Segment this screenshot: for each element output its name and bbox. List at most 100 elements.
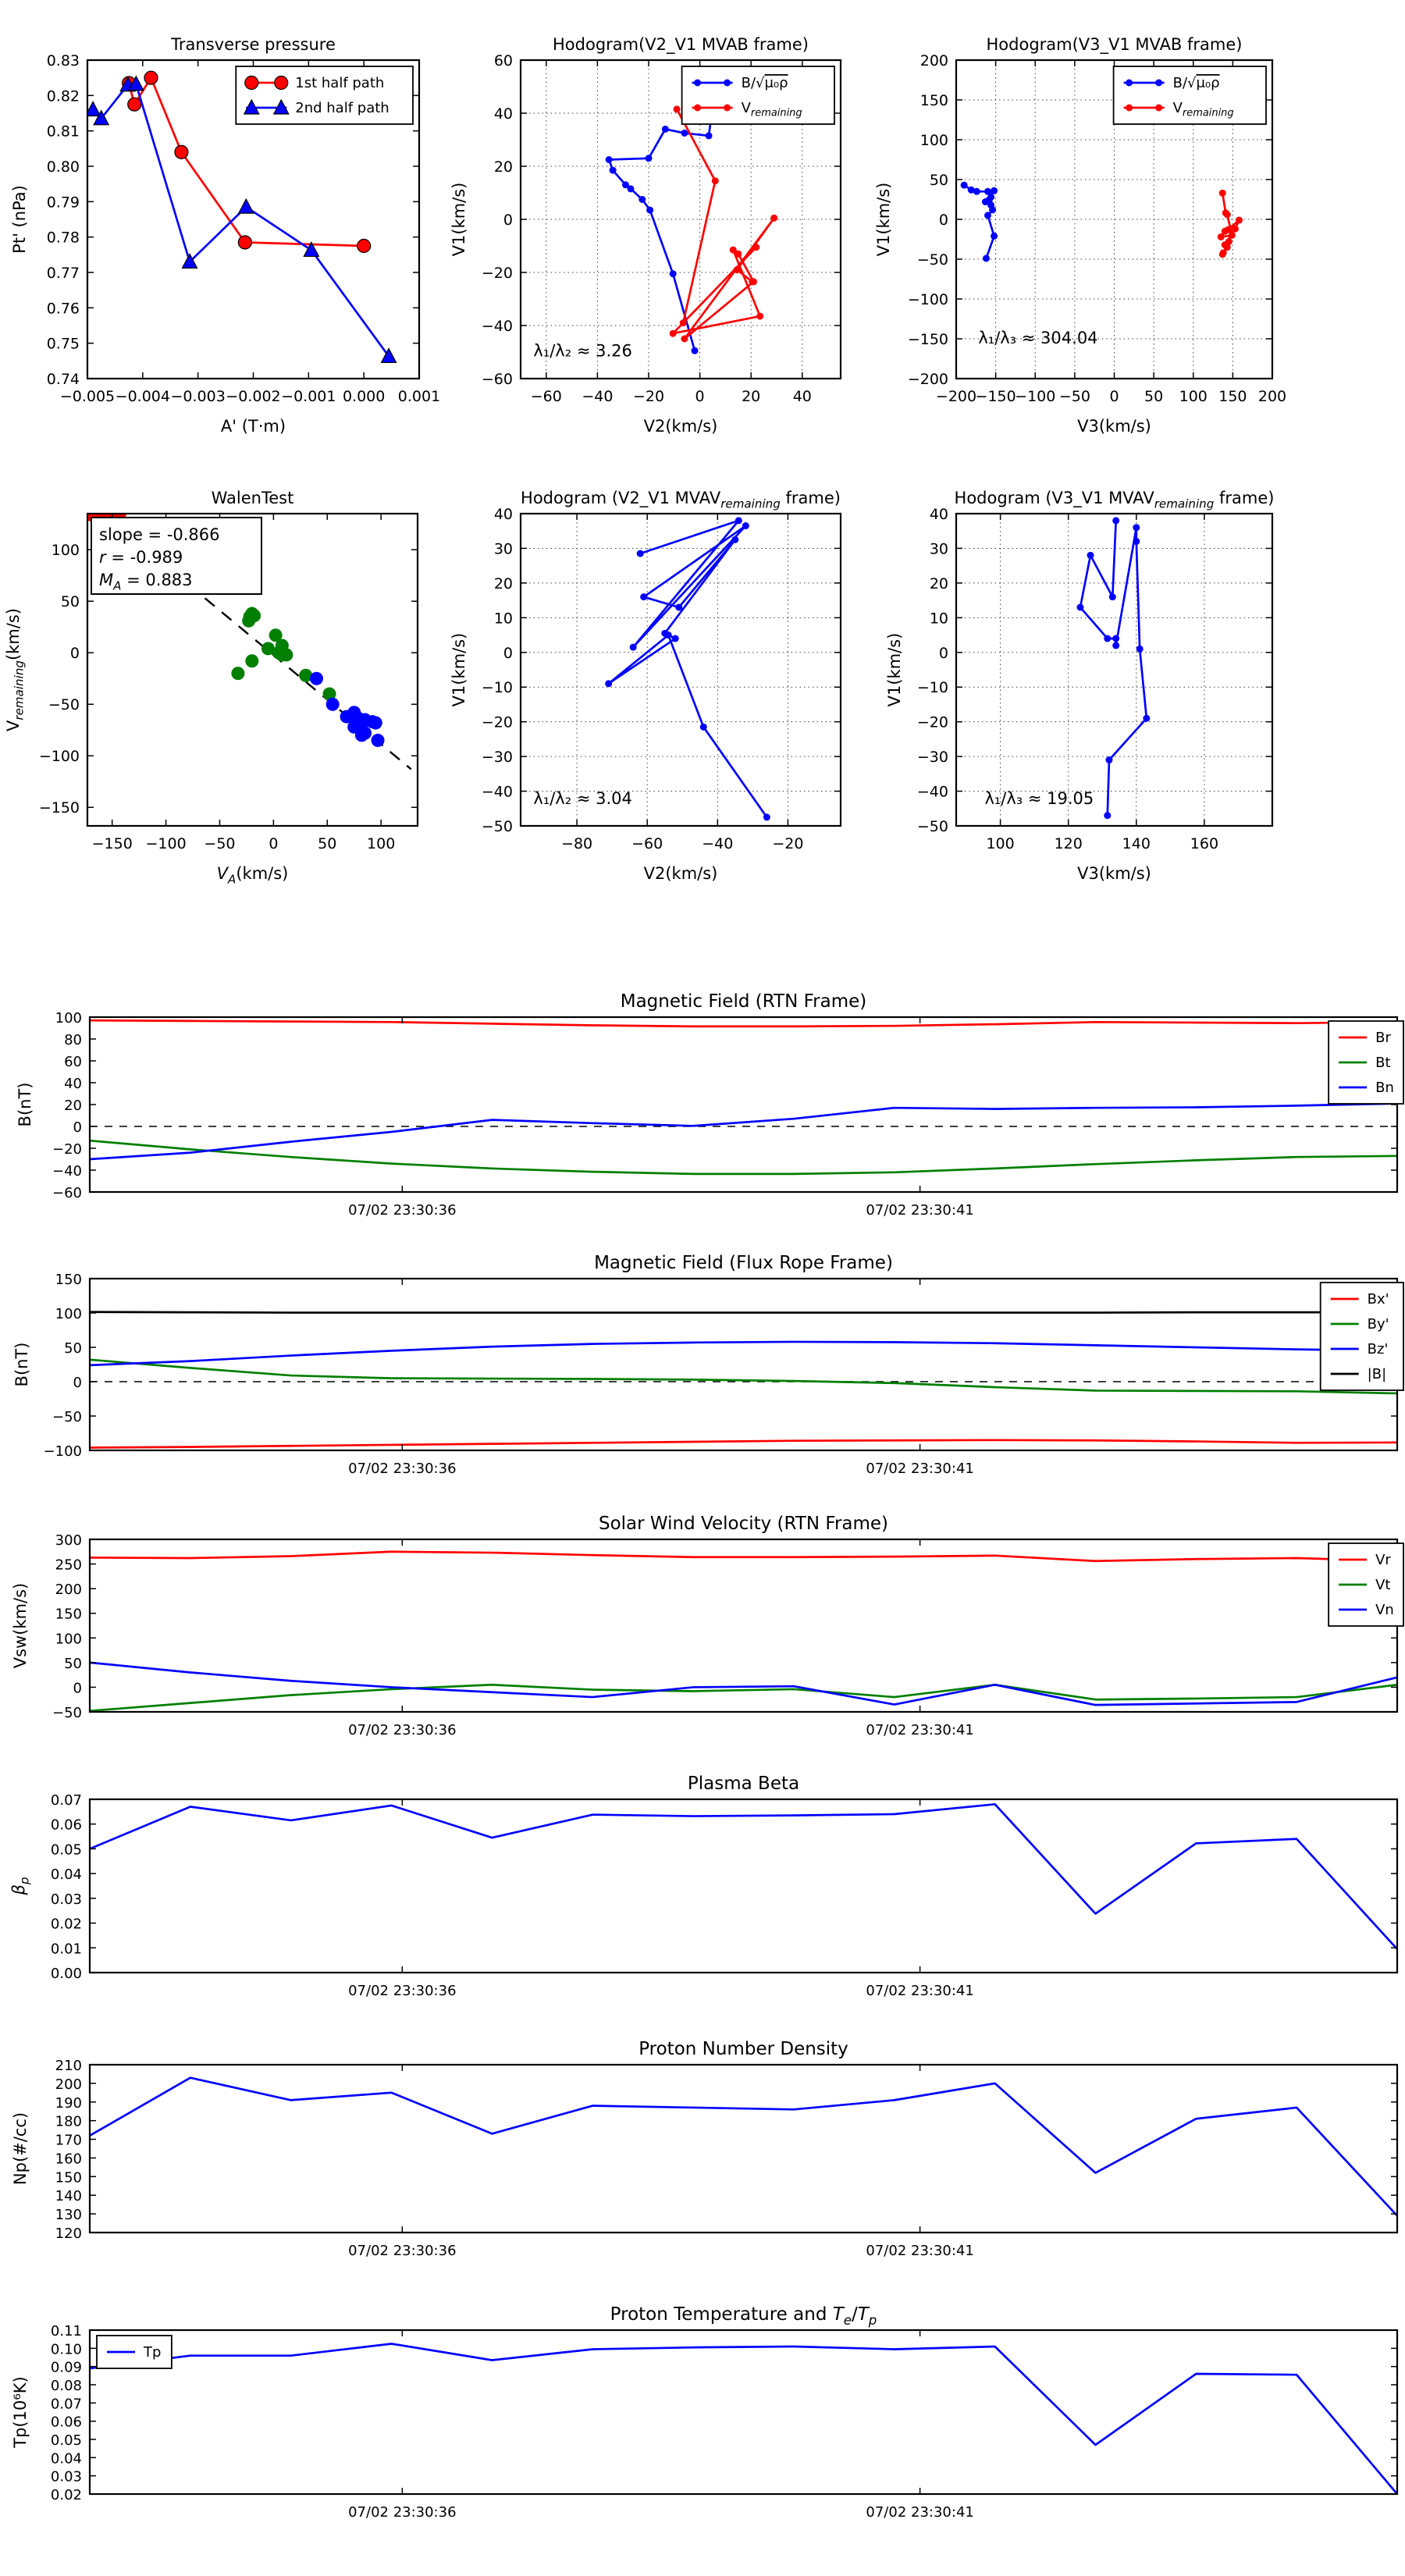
y-tick-label: 0.04 bbox=[51, 1866, 82, 1883]
y-tick-label: 0 bbox=[939, 645, 948, 662]
x-tick-label: 07/02 23:30:41 bbox=[866, 1983, 973, 1999]
legend-label: 1st half path bbox=[295, 75, 384, 91]
y-tick-label: −40 bbox=[482, 784, 513, 801]
x-tick-label: −50 bbox=[204, 835, 235, 852]
chart-mag-fluxrope: 07/02 23:30:36 07/02 23:30:41 −100 −50 0 50 10… bbox=[12, 1253, 1404, 1477]
y-axis-label: V1(km/s) bbox=[450, 633, 468, 707]
y-tick-label: 0.74 bbox=[47, 371, 80, 388]
y-tick-label: −100 bbox=[44, 1443, 82, 1460]
x-tick-label: −40 bbox=[582, 388, 613, 405]
y-tick-label: 180 bbox=[55, 2114, 82, 2130]
y-axis-label: V1(km/s) bbox=[874, 183, 893, 257]
x-tick-label: 0.001 bbox=[398, 388, 440, 405]
y-tick-label: −30 bbox=[482, 749, 513, 766]
y-tick-label: 0.10 bbox=[51, 2341, 82, 2357]
x-tick-label: −80 bbox=[561, 835, 592, 852]
series-layer bbox=[90, 2076, 1397, 2217]
y-tick-label: 50 bbox=[930, 172, 948, 189]
y-tick-label: −30 bbox=[917, 749, 948, 766]
legend-label: Tp bbox=[143, 2344, 161, 2361]
legend: B/√μ₀ρ Vremaining bbox=[1112, 66, 1267, 125]
chart-title: Proton Number Density bbox=[638, 2039, 848, 2059]
legend-label: |B| bbox=[1368, 1366, 1386, 1382]
chart-title: Transverse pressure bbox=[170, 35, 336, 54]
series-layer bbox=[90, 1311, 1397, 1449]
y-tick-label: 0.81 bbox=[47, 123, 80, 141]
y-tick-label: 200 bbox=[55, 2076, 82, 2093]
y-tick-label: 0.00 bbox=[51, 1966, 82, 1982]
y-axis-label: Np(#/cc) bbox=[11, 2112, 30, 2185]
chart-vsw-rtn: 07/02 23:30:36 07/02 23:30:41 −50 0 50 100 150… bbox=[11, 1514, 1404, 1738]
y-tick-label: 0 bbox=[939, 212, 948, 229]
y-tick-label: 60 bbox=[494, 52, 513, 69]
x-tick-label: 07/02 23:30:41 bbox=[866, 2243, 973, 2259]
y-tick-label: 210 bbox=[55, 2058, 82, 2074]
legend-label: Vt bbox=[1375, 1577, 1390, 1593]
series-layer bbox=[1076, 517, 1151, 820]
x-tick-label: 200 bbox=[1258, 388, 1286, 405]
y-tick-label: 0.79 bbox=[47, 194, 80, 211]
chart-hodogram-v2v1-mvav: −80 −60 −40 −20 −50 −40 −30 −20 −10 0 10 20 30 40 Hodo… bbox=[450, 489, 842, 883]
y-tick-label: −100 bbox=[908, 291, 948, 308]
series-layer bbox=[90, 1019, 1397, 1176]
series-layer bbox=[90, 1802, 1397, 1950]
y-tick-label: 0 bbox=[70, 645, 80, 662]
y-tick-label: −50 bbox=[52, 1705, 82, 1721]
y-tick-label: 0.01 bbox=[51, 1941, 82, 1957]
legend-label: Bt bbox=[1375, 1055, 1390, 1071]
y-tick-label: −40 bbox=[482, 318, 513, 335]
y-tick-label: 200 bbox=[920, 52, 948, 69]
y-tick-label: 0.11 bbox=[51, 2323, 82, 2339]
chart-hodogram-v3v1-mvab: −200−150−100 −50 0 50 100 150 200−200−150−100−… bbox=[874, 35, 1286, 436]
x-tick-label: −150 bbox=[92, 835, 133, 852]
y-tick-label: 40 bbox=[64, 1076, 82, 1092]
chart-title: WalenTest bbox=[212, 489, 294, 507]
legend-label: Vremaining bbox=[742, 100, 802, 119]
x-axis-label: V2(km/s) bbox=[644, 864, 718, 883]
y-tick-label: 80 bbox=[64, 1032, 82, 1048]
y-tick-label: 170 bbox=[55, 2133, 82, 2149]
x-tick-label: 07/02 23:30:36 bbox=[348, 1202, 456, 1219]
y-tick-label: −50 bbox=[917, 251, 948, 269]
x-tick-label: −60 bbox=[631, 835, 663, 852]
legend-label: By' bbox=[1368, 1316, 1389, 1332]
chart-title: Proton Temperature and Te/Tp bbox=[610, 2304, 877, 2328]
y-axis-label: Vremaining(km/s) bbox=[4, 608, 26, 731]
x-tick-label: −40 bbox=[702, 835, 733, 852]
x-tick-label: 50 bbox=[1144, 388, 1163, 405]
y-tick-label: 50 bbox=[64, 1656, 82, 1672]
series-layer bbox=[87, 70, 397, 364]
chart-title: Solar Wind Velocity (RTN Frame) bbox=[599, 1514, 888, 1534]
y-tick-label: 150 bbox=[55, 1606, 82, 1623]
y-tick-label: 20 bbox=[930, 575, 948, 592]
y-tick-label: 30 bbox=[494, 540, 513, 557]
x-tick-label: −100 bbox=[1015, 388, 1055, 405]
y-tick-label: 0.77 bbox=[47, 265, 80, 282]
y-tick-label: 20 bbox=[494, 158, 513, 176]
y-tick-label: 10 bbox=[494, 610, 513, 627]
legend: B/√μ₀ρ Vremaining bbox=[681, 66, 835, 125]
x-tick-label: 0 bbox=[695, 388, 705, 405]
legend-label: Bx' bbox=[1368, 1291, 1389, 1308]
y-tick-label: 60 bbox=[64, 1054, 82, 1070]
y-tick-label: 100 bbox=[55, 1010, 82, 1026]
chart-proton-temp: 07/02 23:30:36 07/02 23:30:41 0.02 0.03 0.04… bbox=[11, 2304, 1399, 2521]
y-tick-label: −60 bbox=[52, 1185, 82, 1201]
y-tick-label: −10 bbox=[917, 679, 948, 696]
y-tick-label: 0.02 bbox=[51, 1916, 82, 1933]
y-tick-label: 100 bbox=[55, 1306, 82, 1322]
y-tick-label: 10 bbox=[930, 610, 948, 627]
y-tick-label: −200 bbox=[908, 371, 948, 388]
x-axis-label: VA(km/s) bbox=[217, 864, 289, 886]
y-tick-label: −20 bbox=[52, 1141, 82, 1158]
y-tick-label: −60 bbox=[482, 371, 513, 388]
chart-title: Plasma Beta bbox=[688, 1774, 799, 1794]
y-tick-label: −10 bbox=[482, 679, 513, 696]
chart-title: Hodogram (V2_V1 MVAVremaining frame) bbox=[521, 489, 841, 511]
y-tick-label: 40 bbox=[930, 506, 948, 523]
y-tick-label: −20 bbox=[482, 265, 513, 282]
y-tick-label: −50 bbox=[48, 696, 80, 713]
x-tick-label: 120 bbox=[1055, 835, 1083, 852]
x-tick-label: 07/02 23:30:36 bbox=[348, 2504, 456, 2521]
y-tick-label: 130 bbox=[55, 2207, 82, 2223]
